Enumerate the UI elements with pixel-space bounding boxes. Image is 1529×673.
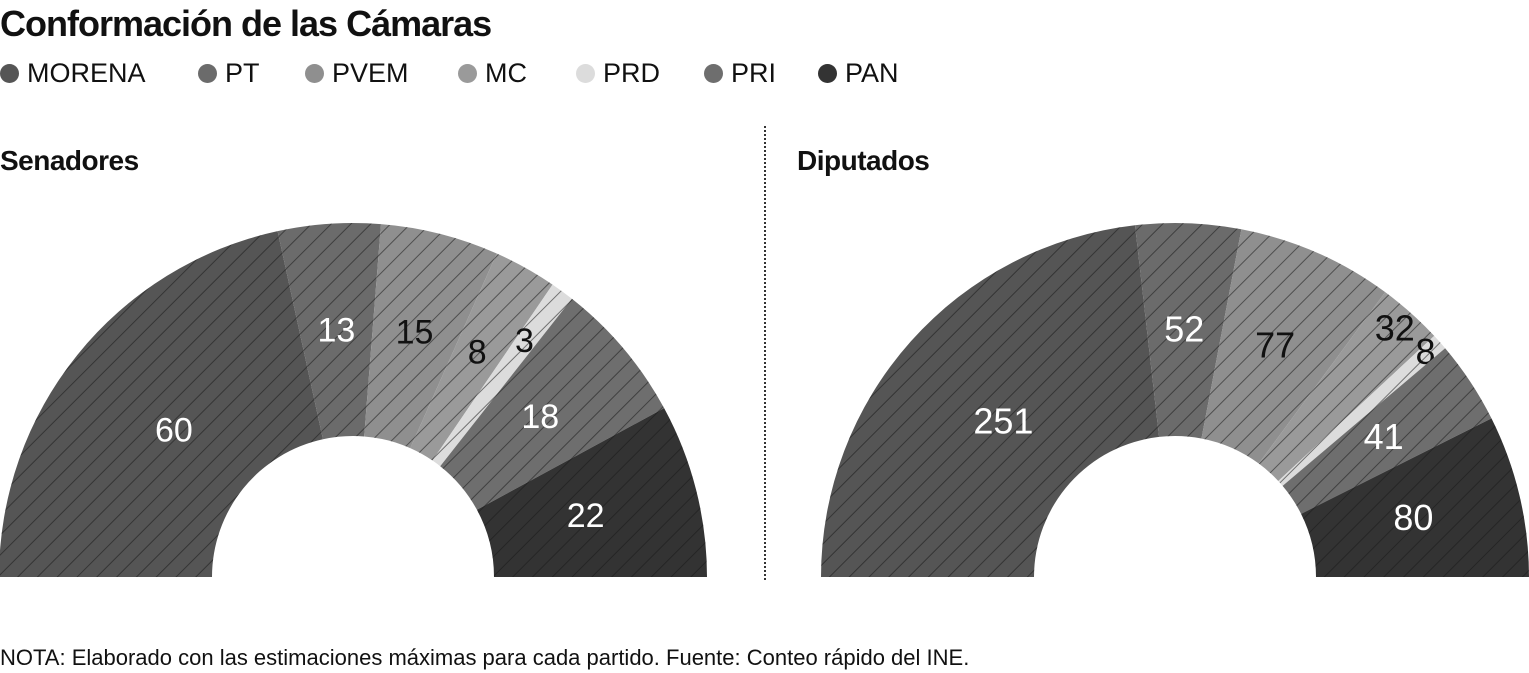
slice-hatch-pt — [1134, 223, 1242, 439]
data-label-pt: 13 — [317, 312, 355, 350]
chart-title-diputados: Diputados — [797, 145, 930, 176]
data-label-pan: 80 — [1393, 497, 1433, 538]
footnote: NOTA: Elaborado con las estimaciones máx… — [0, 645, 970, 670]
legend-item-pt: PT — [198, 56, 260, 90]
legend-swatch — [458, 63, 477, 83]
legend-label: PAN — [845, 57, 899, 88]
slice-hatch-pan — [476, 408, 707, 577]
legend-label: PVEM — [332, 57, 409, 88]
slice-hatch-morena — [0, 231, 323, 577]
legend-item-pvem: PVEM — [305, 56, 409, 90]
data-label-pri: 41 — [1364, 416, 1404, 457]
data-label-pan: 22 — [567, 497, 605, 535]
slice-hatch-pvem — [364, 224, 497, 449]
data-label-pvem: 77 — [1255, 324, 1295, 365]
legend-label: MORENA — [27, 57, 146, 88]
data-label-pvem: 15 — [396, 314, 434, 352]
data-label-pri: 18 — [521, 398, 559, 436]
data-label-pt: 52 — [1164, 309, 1204, 350]
legend-item-morena: MORENA — [0, 56, 146, 90]
legend-label: MC — [485, 57, 527, 88]
legend-item-pri: PRI — [704, 56, 776, 90]
data-label-prd: 3 — [515, 322, 534, 360]
data-label-morena: 60 — [155, 412, 193, 450]
slice-hatch-pan — [1301, 418, 1529, 577]
data-label-mc: 8 — [468, 333, 487, 371]
slice-hatch-pri — [1282, 348, 1492, 514]
page-title: Conformación de las Cámaras — [0, 3, 492, 44]
data-label-morena: 251 — [973, 400, 1033, 441]
legend-swatch — [198, 63, 217, 83]
data-label-mc: 32 — [1375, 307, 1415, 348]
slice-hatch-prd — [1278, 335, 1446, 486]
legend-swatch — [818, 63, 837, 83]
legend-swatch — [0, 63, 19, 83]
legend-swatch — [704, 63, 723, 83]
legend-label: PRI — [731, 57, 777, 88]
slice-hatch-mc — [1258, 292, 1435, 481]
slice-hatch-mc — [410, 253, 553, 461]
slice-hatch-pt — [277, 223, 381, 440]
legend-swatch — [305, 63, 324, 83]
legend-item-pan: PAN — [818, 56, 899, 90]
chart-senadores: 60 13 15 8 3 18 22 — [0, 223, 707, 577]
legend-item-mc: MC — [458, 56, 527, 90]
slice-hatch-prd — [432, 284, 572, 467]
slice-hatch-pri — [440, 298, 665, 510]
legend-label: PRD — [603, 57, 661, 88]
legend-label: PT — [225, 57, 260, 88]
slice-hatch-morena — [821, 225, 1160, 578]
legend-item-prd: PRD — [576, 56, 660, 90]
chart-title-senadores: Senadores — [0, 145, 139, 176]
legend-swatch — [576, 63, 595, 83]
chart-divider — [764, 126, 766, 580]
legend: MORENA PT PVEM MC PRD PRI PAN — [0, 56, 1000, 90]
slice-hatch-pvem — [1201, 229, 1386, 464]
